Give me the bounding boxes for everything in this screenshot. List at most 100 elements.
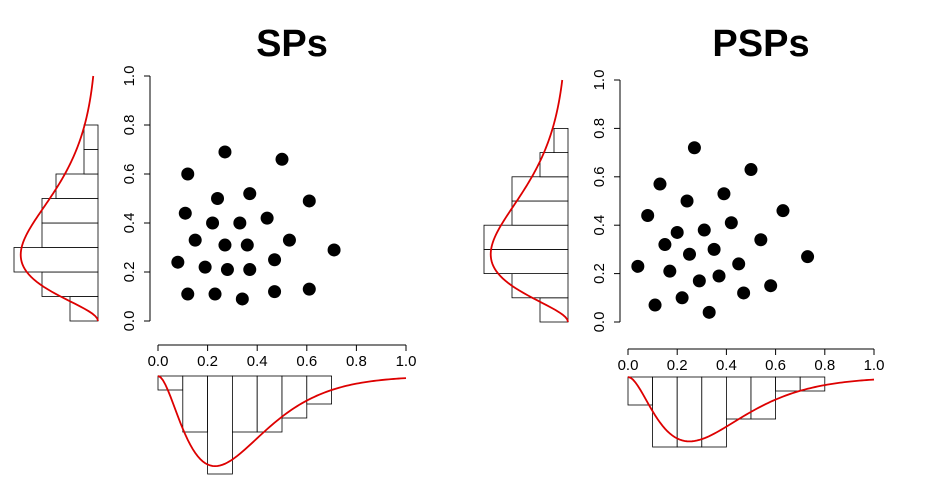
- x-density-curve: [157, 375, 407, 468]
- point: [732, 257, 746, 271]
- y-tick-label: 0.6: [121, 164, 138, 185]
- point: [776, 204, 790, 218]
- x-histogram-bar: [775, 376, 801, 392]
- point: [702, 305, 716, 319]
- y-tick-label: 0.0: [121, 311, 138, 332]
- x-tick-label: 0.8: [814, 357, 835, 374]
- chart-title: PSPs: [712, 23, 809, 65]
- point: [211, 192, 225, 205]
- point: [663, 264, 677, 278]
- point: [658, 238, 672, 252]
- point: [692, 274, 706, 288]
- point: [235, 292, 249, 306]
- point: [275, 152, 289, 166]
- point: [707, 242, 721, 256]
- x-tick-label: 0.0: [148, 353, 169, 370]
- point: [181, 287, 195, 301]
- y-histogram-bar: [41, 271, 99, 297]
- point: [631, 259, 645, 273]
- point: [260, 211, 274, 225]
- x-histogram-bar: [701, 376, 727, 448]
- point: [653, 177, 667, 191]
- y-histogram-bar: [83, 149, 99, 175]
- point: [754, 233, 768, 247]
- x-tick-label: 0.4: [716, 357, 737, 374]
- point: [327, 243, 341, 257]
- x-histogram-bar: [207, 375, 233, 475]
- point: [717, 187, 731, 201]
- y-histogram-bar: [41, 198, 99, 224]
- point: [218, 145, 232, 159]
- chart-title: SPs: [256, 23, 328, 65]
- y-tick-label: 1.0: [121, 66, 138, 87]
- y-histogram-bar: [41, 222, 99, 248]
- x-histogram-bar: [676, 376, 703, 448]
- point: [220, 263, 234, 277]
- y-tick-label: 0.0: [591, 312, 608, 333]
- x-histogram-bar: [750, 376, 777, 420]
- point: [724, 216, 738, 230]
- y-histogram-bar: [511, 176, 569, 202]
- y-histogram-bar: [511, 200, 569, 226]
- x-tick-label: 0.2: [667, 357, 688, 374]
- y-density-curve: [19, 75, 99, 322]
- point: [208, 287, 222, 301]
- x-histogram-bar: [281, 375, 308, 419]
- y-tick-label: 0.6: [591, 166, 608, 187]
- point: [712, 269, 726, 283]
- x-tick-label: 0.6: [296, 353, 317, 370]
- y-density-curve: [489, 79, 569, 323]
- point: [687, 141, 701, 155]
- y-histogram-bar: [13, 247, 99, 273]
- point: [240, 238, 254, 252]
- point: [302, 194, 316, 208]
- point: [737, 286, 751, 300]
- x-histogram-bar: [306, 375, 332, 405]
- y-tick-label: 0.2: [121, 262, 138, 283]
- point: [680, 194, 694, 208]
- point: [198, 260, 212, 274]
- y-tick-label: 0.4: [121, 213, 138, 234]
- y-tick-label: 0.2: [591, 263, 608, 284]
- x-histogram-bar: [256, 375, 283, 433]
- point: [648, 298, 662, 312]
- point: [206, 216, 220, 230]
- x-histogram-bar: [799, 376, 826, 392]
- x-tick-label: 1.0: [396, 353, 417, 370]
- x-histogram-bar: [182, 375, 209, 433]
- point: [178, 206, 192, 220]
- point: [302, 282, 316, 296]
- y-histogram-bar: [539, 152, 569, 178]
- point: [243, 263, 257, 277]
- x-tick-label: 1.0: [864, 357, 885, 374]
- y-tick-label: 0.8: [591, 118, 608, 139]
- y-histogram-bar: [83, 124, 99, 150]
- point: [744, 163, 758, 177]
- point: [268, 253, 282, 267]
- y-histogram-bar: [511, 273, 569, 299]
- point: [670, 225, 684, 239]
- x-tick-label: 0.4: [247, 353, 268, 370]
- x-histogram-bar: [231, 375, 258, 433]
- point: [801, 250, 815, 264]
- point: [641, 209, 655, 223]
- x-tick-label: 0.0: [618, 357, 639, 374]
- point: [188, 233, 202, 247]
- point: [282, 233, 296, 247]
- point: [683, 247, 696, 261]
- x-tick-label: 0.6: [765, 357, 786, 374]
- x-tick-label: 0.2: [197, 353, 218, 370]
- y-histogram-bar: [55, 173, 99, 199]
- x-histogram-bar: [726, 376, 752, 420]
- y-histogram-bar: [483, 224, 569, 250]
- x-density-curve: [627, 376, 875, 443]
- point: [181, 167, 195, 181]
- y-histogram-bar: [553, 127, 569, 153]
- point: [233, 216, 247, 230]
- y-tick-label: 0.4: [591, 215, 608, 236]
- y-histogram-bar: [483, 248, 569, 274]
- point: [268, 285, 282, 299]
- point: [171, 255, 185, 269]
- x-tick-label: 0.8: [346, 353, 367, 370]
